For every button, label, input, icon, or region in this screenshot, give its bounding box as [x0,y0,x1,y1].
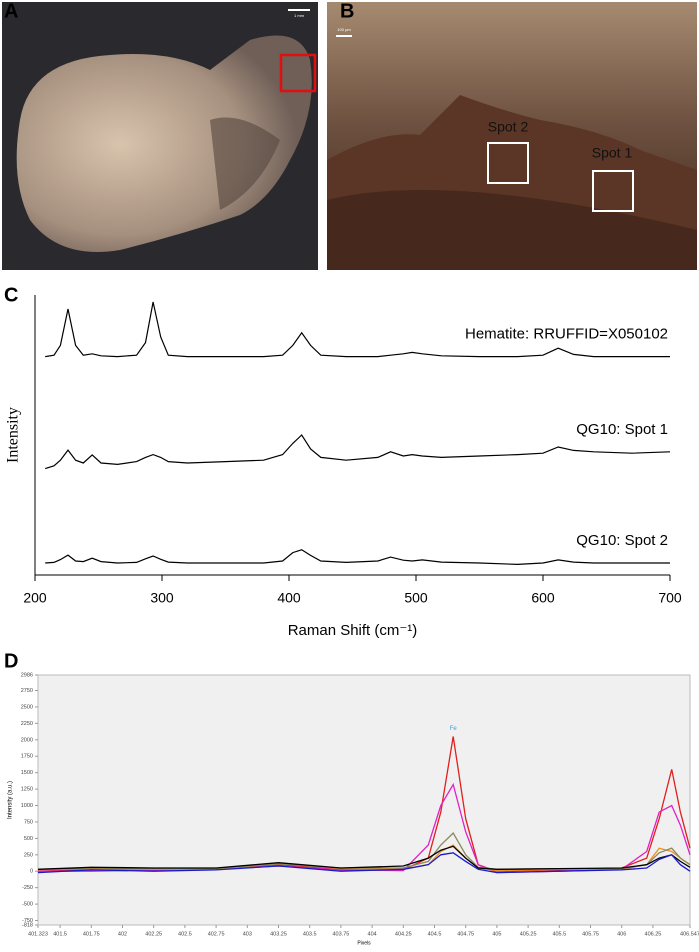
scale-text: 1 mm [294,13,305,18]
plot-area [37,674,691,926]
y-tick-label: 1500 [21,770,33,776]
x-tick-label: 700 [658,590,682,606]
y-tick-label: 0 [30,869,33,875]
x-tick-label: 405 [492,931,501,937]
x-tick-label: 402.25 [145,931,162,937]
x-tick-label: 402.75 [208,931,225,937]
x-tick-label: 402 [118,931,127,937]
x-axis-label: Raman Shift (cm⁻¹) [288,622,418,639]
x-tick-label: 401.5 [53,931,67,937]
x-tick-label: 403.75 [332,931,349,937]
y-tick-label: 750 [24,819,33,825]
x-tick-label: 405.25 [520,931,537,937]
y-tick-label: -500 [22,902,33,908]
series-line [45,434,671,470]
series-line [37,845,691,870]
x-tick-label: 401.75 [83,931,100,937]
x-tick-label: 406 [617,931,626,937]
y-tick-label: -818 [22,922,33,928]
series-line [45,549,670,566]
panel-label: D [4,650,18,672]
spot-label: Spot 1 [592,145,633,161]
x-tick-label: 401.323 [28,931,48,937]
y-tick-label: -750 [22,918,33,924]
series-line [45,301,670,358]
x-tick-label: 406.25 [645,931,662,937]
y-tick-label: 2000 [21,737,33,743]
x-tick-label: 600 [531,590,555,606]
x-tick-label: 404.75 [457,931,474,937]
y-tick-label: 250 [24,852,33,858]
x-tick-label: 402.5 [178,931,192,937]
x-tick-label: 403 [243,931,252,937]
x-tick-label: 400 [277,590,301,606]
x-tick-label: 403.25 [270,931,287,937]
x-axis-label: Pixels [357,940,371,946]
photo-b: 100 μm Spot 2 Spot 1 [327,2,697,270]
panel-label: B [340,0,354,22]
x-tick-label: 405.75 [582,931,599,937]
x-tick-label: 200 [23,590,47,606]
y-tick-label: 2986 [21,672,33,678]
series-label: Hematite: RRUFFID=X050102 [465,326,668,343]
panel-label: C [4,284,18,306]
scale-text: 100 μm [337,27,351,32]
y-tick-label: 2750 [21,688,33,694]
y-tick-label: 1250 [21,787,33,793]
x-tick-label: 403.5 [303,931,317,937]
y-tick-label: 500 [24,836,33,842]
y-tick-label: 2250 [21,721,33,727]
panel-label: A [4,0,18,22]
x-tick-label: 405.5 [552,931,566,937]
annotation: Fe [450,726,458,732]
x-tick-label: 404.5 [428,931,442,937]
series-line [37,832,691,870]
series-label: QG10: Spot 2 [576,532,668,549]
series-label: QG10: Spot 1 [576,421,668,438]
x-tick-label: 300 [150,590,174,606]
photo-a: 1 mm [2,2,318,270]
x-tick-label: 406.547 [680,931,699,937]
spot-label: Spot 2 [488,119,529,135]
y-tick-label: 1750 [21,754,33,760]
y-tick-label: -250 [22,885,33,891]
y-axis-label: Intensity [5,407,22,463]
x-tick-label: 404 [368,931,377,937]
series-line [37,852,691,874]
y-tick-label: 2500 [21,704,33,710]
y-tick-label: 1000 [21,803,33,809]
y-axis-label: Intensity (a.u.) [8,781,14,819]
x-tick-label: 404.25 [395,931,412,937]
x-tick-label: 500 [404,590,428,606]
